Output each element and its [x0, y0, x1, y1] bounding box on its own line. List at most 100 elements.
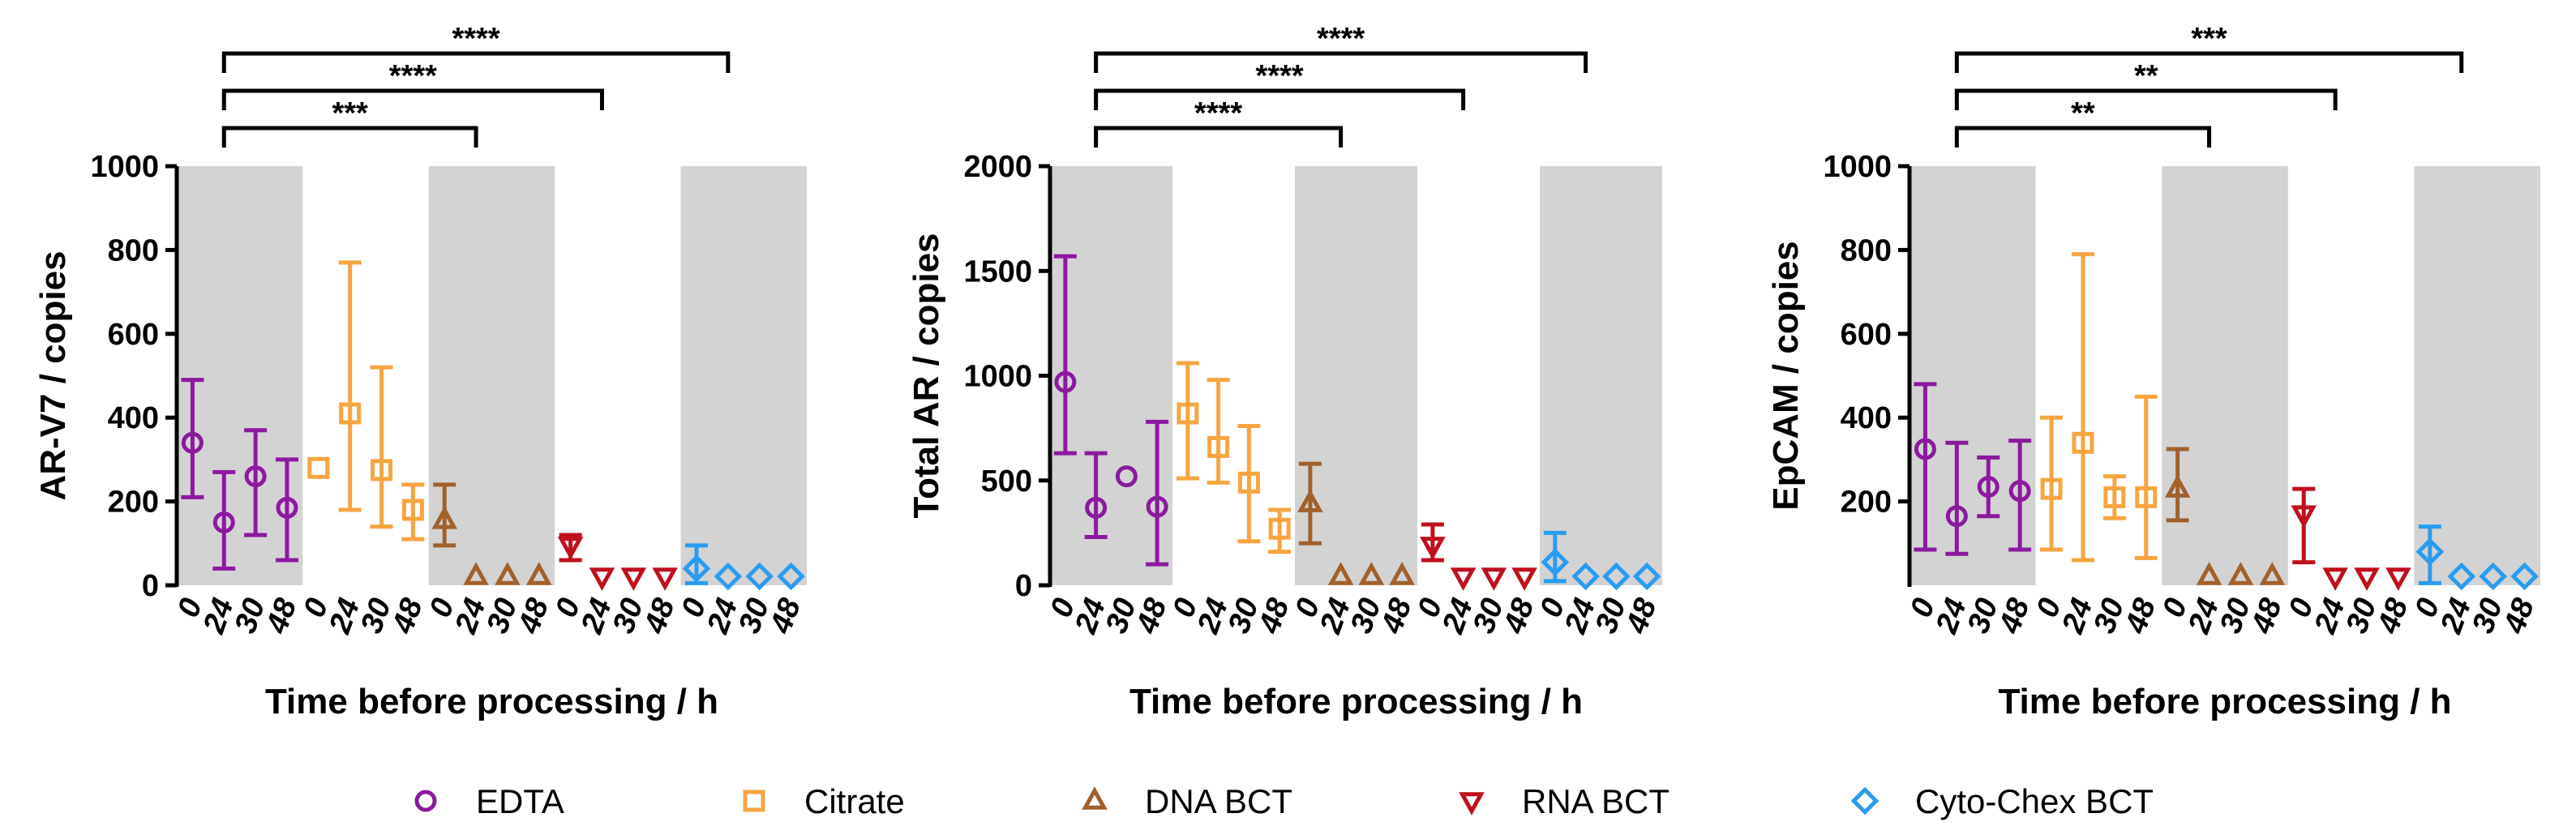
- shaded-band: [177, 166, 303, 585]
- significance-label: ****: [389, 59, 437, 93]
- data-point: [1054, 370, 1077, 393]
- legend-item: Citrate: [743, 782, 905, 820]
- x-tick-label: 48: [2497, 593, 2542, 639]
- x-tick-label: 48: [2245, 593, 2290, 639]
- data-point: [2479, 562, 2507, 591]
- y-tick-label: 0: [1015, 569, 1032, 603]
- data-point: [1541, 548, 1570, 576]
- significance-label: ***: [332, 96, 368, 131]
- data-point: [2259, 562, 2286, 585]
- data-point: [2510, 562, 2539, 591]
- data-point: [1945, 505, 1968, 528]
- legend-label: RNA BCT: [1522, 782, 1669, 820]
- data-point: [1268, 517, 1291, 540]
- legend-item: DNA BCT: [1082, 782, 1292, 820]
- legend-item: Cyto-Chex BCT: [1850, 782, 2154, 820]
- y-tick-label: 200: [1841, 486, 1892, 520]
- x-axis-label: Time before processing / h: [265, 682, 718, 721]
- data-point: [745, 562, 774, 591]
- data-point: [1358, 562, 1385, 585]
- data-point: [2072, 431, 2094, 454]
- y-tick-label: 1000: [1823, 150, 1892, 184]
- data-point: [2291, 505, 2317, 529]
- data-point: [1146, 495, 1168, 518]
- legend-marker: [414, 790, 437, 812]
- data-point: [2385, 567, 2411, 591]
- data-point: [2227, 562, 2254, 585]
- data-point: [2040, 477, 2063, 500]
- data-point: [212, 511, 235, 533]
- data-point: [525, 562, 552, 585]
- x-axis-label: Time before processing / h: [1129, 682, 1583, 721]
- x-tick-label: 48: [259, 593, 304, 639]
- data-point: [1389, 562, 1415, 585]
- data-point: [495, 562, 521, 585]
- legend-marker: [743, 790, 765, 812]
- y-tick-label: 400: [1841, 401, 1892, 435]
- significance-bracket: [221, 51, 731, 73]
- significance-bracket: [221, 88, 604, 110]
- data-point: [1450, 567, 1477, 591]
- data-point: [1481, 567, 1507, 591]
- data-point: [401, 499, 424, 521]
- data-point: [276, 496, 298, 519]
- significance-bracket: [1094, 126, 1344, 148]
- data-point: [1207, 435, 1230, 458]
- significance-bracket: [1954, 88, 2338, 110]
- data-point: [2196, 562, 2222, 585]
- x-tick-label: 48: [764, 593, 808, 639]
- x-tick-label: 48: [386, 593, 431, 639]
- data-point: [1420, 537, 1446, 560]
- legend-marker: [1850, 786, 1879, 815]
- data-point: [2135, 486, 2158, 508]
- x-tick-label: 48: [637, 593, 682, 639]
- data-point: [1511, 567, 1537, 591]
- shaded-band: [1909, 166, 2036, 585]
- y-tick-label: 500: [981, 464, 1032, 499]
- shaded-band: [2414, 166, 2540, 585]
- significance-label: ****: [452, 22, 499, 56]
- data-point: [2164, 474, 2191, 498]
- data-point: [1085, 496, 1108, 519]
- data-point: [2008, 480, 2031, 503]
- y-tick-label: 2000: [963, 150, 1032, 184]
- legend-label: Citrate: [804, 782, 905, 820]
- data-point: [1297, 489, 1323, 512]
- data-point: [1327, 562, 1354, 585]
- data-point: [620, 567, 647, 591]
- significance-label: **: [2071, 96, 2095, 131]
- shaded-band: [1295, 166, 1417, 585]
- legend-marker: [1082, 786, 1108, 810]
- data-point: [1632, 562, 1661, 591]
- legend-item: RNA BCT: [1459, 782, 1669, 820]
- data-point: [463, 562, 489, 585]
- data-point: [1977, 476, 2000, 499]
- y-tick-label: 0: [142, 569, 159, 603]
- data-point: [371, 459, 393, 482]
- legend-label: DNA BCT: [1145, 782, 1292, 820]
- y-axis-label: EpCAM / copies: [1766, 241, 1806, 511]
- x-tick-label: 48: [1252, 593, 1297, 639]
- data-point: [307, 456, 330, 479]
- data-point: [652, 567, 678, 591]
- significance-bracket: [1094, 88, 1466, 110]
- y-tick-label: 800: [1841, 233, 1892, 268]
- data-point: [682, 554, 711, 583]
- shaded-band: [2162, 166, 2288, 585]
- data-point: [1571, 562, 1600, 591]
- data-point: [2415, 537, 2445, 566]
- data-point: [2354, 567, 2380, 591]
- y-tick-label: 1000: [963, 360, 1032, 394]
- data-point: [431, 506, 458, 529]
- x-tick-label: 48: [1374, 593, 1419, 639]
- shaded-band: [680, 166, 807, 585]
- y-tick-label: 800: [108, 233, 159, 268]
- significance-bracket: [221, 126, 478, 148]
- data-point: [181, 431, 204, 454]
- data-point: [1602, 562, 1631, 591]
- data-point: [339, 402, 362, 425]
